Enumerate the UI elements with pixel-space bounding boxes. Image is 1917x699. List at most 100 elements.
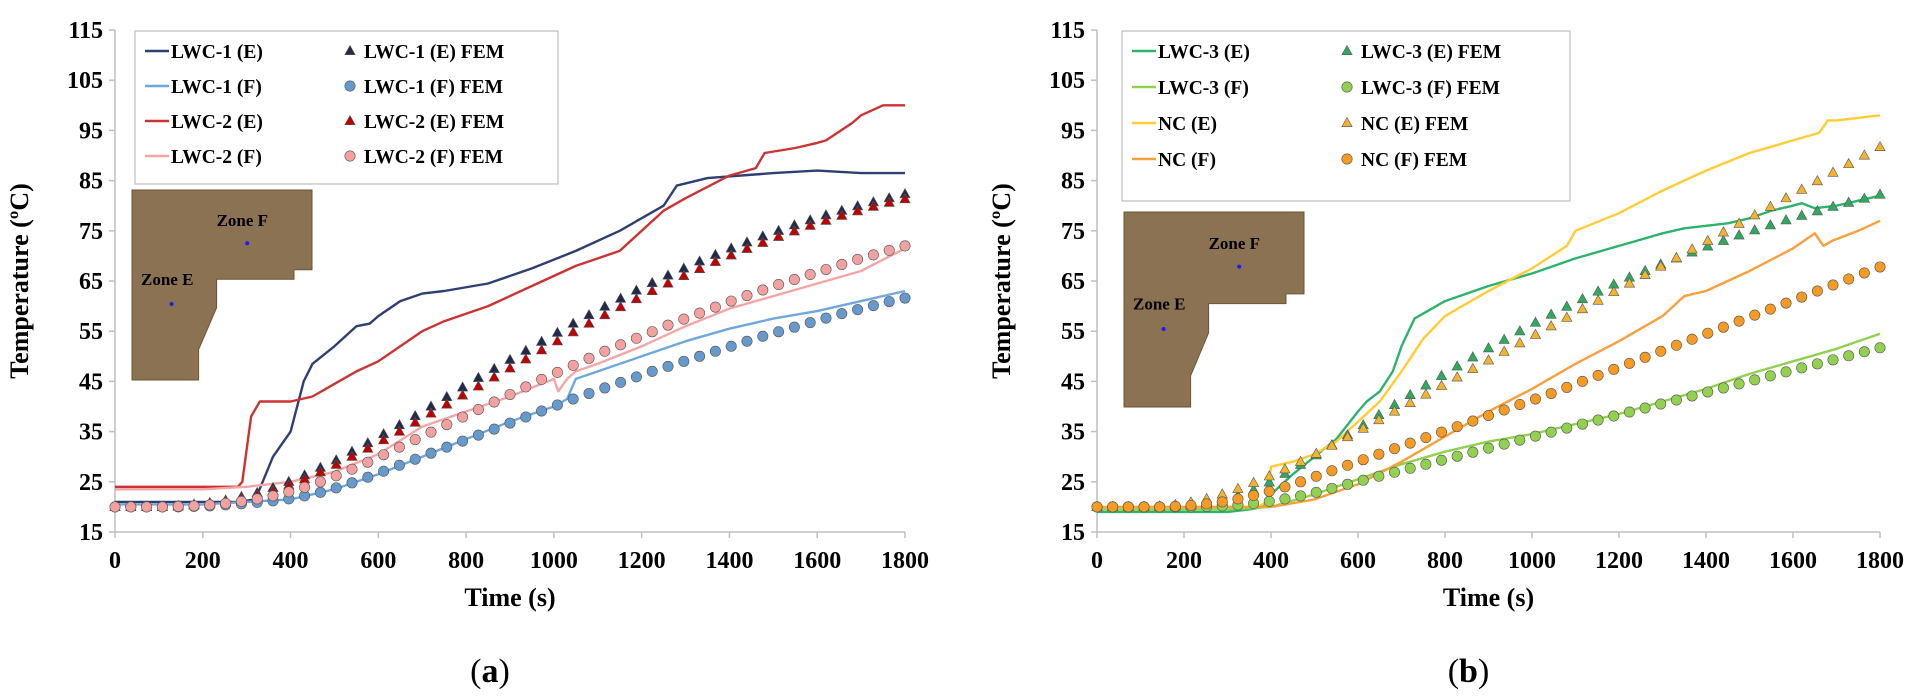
data-point	[441, 398, 453, 409]
data-point	[1858, 346, 1870, 358]
x-tick-label: 1600	[1769, 548, 1817, 574]
data-point	[1498, 404, 1510, 416]
data-point	[393, 441, 405, 453]
data-point	[1467, 446, 1479, 458]
data-point	[267, 490, 279, 502]
data-point	[662, 360, 674, 372]
data-point	[1811, 285, 1823, 297]
data-point	[362, 456, 374, 468]
data-point	[1294, 455, 1307, 466]
data-point	[346, 477, 358, 489]
data-point	[1858, 192, 1870, 203]
data-point	[646, 326, 658, 338]
y-axis-title: Temperature (ºC)	[5, 183, 34, 379]
data-point	[709, 255, 722, 266]
data-point	[772, 230, 785, 241]
data-point	[1451, 421, 1463, 433]
y-tick-label: 85	[1061, 169, 1085, 195]
data-point	[1843, 273, 1855, 285]
data-point	[425, 407, 437, 418]
data-point	[1263, 495, 1275, 507]
zone-f-label: Zone F	[217, 211, 268, 230]
data-point	[1608, 363, 1620, 375]
data-point	[1482, 354, 1495, 365]
data-point	[725, 295, 737, 307]
data-point	[1796, 291, 1808, 303]
data-point	[1529, 393, 1541, 405]
data-point	[1670, 339, 1682, 351]
data-point	[1811, 205, 1823, 216]
data-point	[330, 482, 342, 494]
data-point	[330, 458, 342, 469]
data-point	[1420, 458, 1432, 470]
data-point	[409, 416, 421, 427]
data-point	[1764, 219, 1777, 230]
chart-panel-a: 15 25 35 45 55 65 75 85 95 105 115 0 200 400 600 800 100…	[5, 18, 929, 690]
data-point	[678, 355, 690, 367]
x-tick-label: 1600	[793, 548, 841, 574]
data-point	[520, 411, 532, 423]
data-point	[188, 500, 200, 512]
data-point	[551, 335, 564, 346]
zone-f-point	[1237, 264, 1242, 269]
data-point	[678, 313, 690, 325]
data-point	[1655, 345, 1667, 357]
data-point	[1592, 294, 1604, 305]
data-point	[615, 339, 627, 351]
data-point	[1404, 437, 1416, 449]
data-point	[1702, 240, 1714, 251]
y-tick-label: 45	[79, 369, 103, 395]
data-point	[1389, 466, 1401, 478]
data-point	[1702, 234, 1714, 245]
y-tick-label: 35	[79, 420, 103, 446]
x-tick-label: 800	[448, 548, 484, 574]
legend-label: LWC-3 (E) FEM	[1361, 42, 1501, 63]
data-point	[1232, 493, 1244, 505]
data-point	[583, 352, 595, 364]
data-point	[457, 435, 469, 447]
data-point	[1858, 267, 1870, 279]
series-line	[1097, 219, 1881, 509]
data-point	[1796, 362, 1808, 374]
y-tick-label: 95	[79, 118, 103, 144]
data-point	[852, 304, 864, 316]
data-point	[251, 493, 263, 505]
data-point	[867, 200, 880, 211]
data-point	[520, 344, 532, 355]
data-point	[1576, 303, 1589, 314]
y-tick-label: 55	[79, 319, 103, 345]
data-point	[899, 193, 911, 204]
data-point	[1451, 450, 1463, 462]
data-point	[1639, 402, 1651, 414]
data-point	[630, 371, 642, 383]
data-point	[1749, 309, 1761, 321]
data-point	[1717, 382, 1729, 394]
data-point	[409, 453, 421, 465]
legend-label: LWC-1 (E) FEM	[364, 42, 504, 63]
data-point	[1436, 454, 1448, 466]
legend: LWC-3 (E) LWC-3 (F) NC (E) NC (F) LWC-3 (E) …	[1121, 30, 1571, 202]
data-point	[1529, 328, 1542, 339]
data-point	[662, 277, 674, 288]
data-point	[1529, 316, 1542, 327]
data-point	[472, 380, 485, 391]
data-point	[1279, 481, 1291, 493]
zone-e-point	[169, 302, 174, 306]
data-point	[346, 463, 358, 475]
x-tick-label: 600	[360, 548, 396, 574]
legend-marker-swatch	[344, 44, 356, 56]
data-point	[1514, 434, 1526, 446]
data-point	[1357, 422, 1369, 433]
data-point	[378, 449, 390, 461]
legend-label: LWC-3 (F)	[1158, 78, 1249, 99]
panel-label: (a)	[470, 653, 510, 690]
data-point	[1780, 214, 1792, 225]
data-point	[1827, 279, 1839, 291]
data-point	[393, 459, 405, 471]
data-point	[883, 296, 895, 308]
y-tick-label: 25	[1061, 470, 1085, 496]
data-point	[773, 279, 785, 291]
x-tick-label: 800	[1427, 548, 1463, 574]
data-point	[314, 486, 326, 498]
data-point	[1404, 462, 1416, 474]
